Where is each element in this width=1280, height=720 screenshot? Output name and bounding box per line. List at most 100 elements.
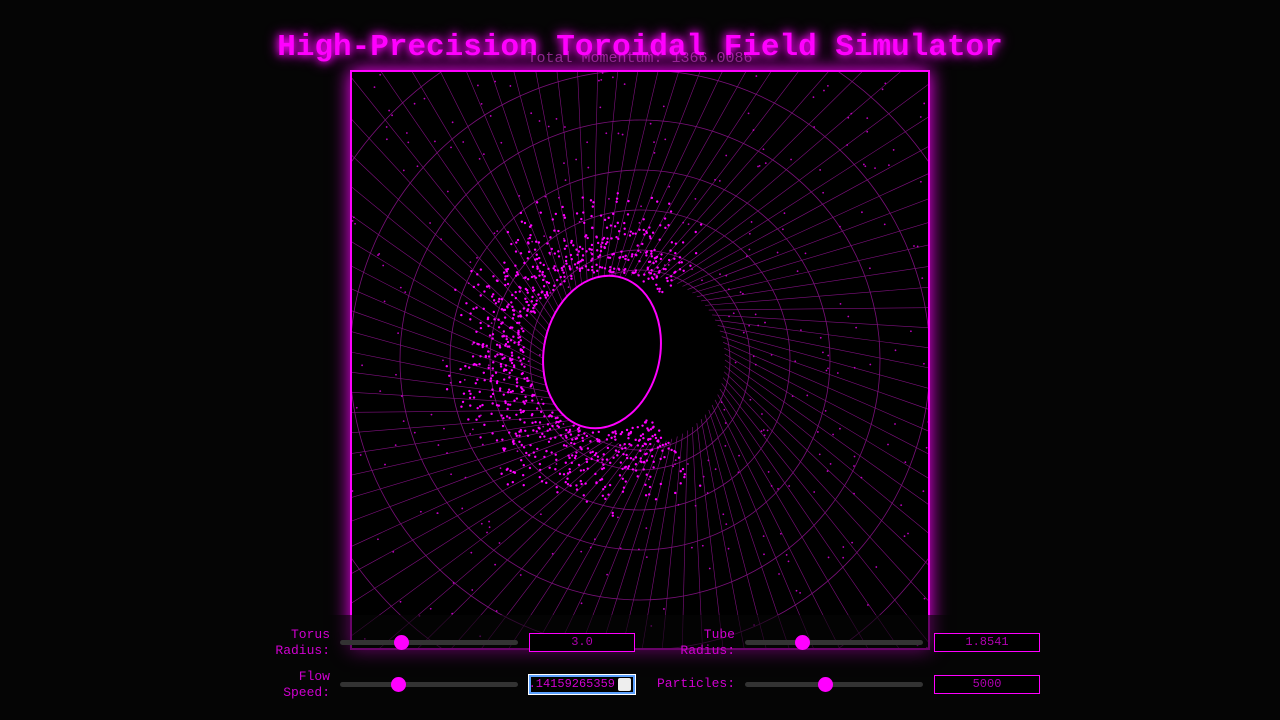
field-stroke (445, 365, 448, 368)
field-stroke (674, 459, 677, 462)
field-stroke (725, 154, 728, 157)
field-stroke (508, 416, 511, 420)
field-stroke (641, 424, 644, 427)
slider[interactable] (745, 635, 923, 650)
field-stroke (823, 89, 825, 92)
field-stroke (499, 362, 503, 366)
field-stroke (723, 342, 928, 432)
field-stroke (486, 316, 490, 319)
field-stroke (670, 279, 673, 282)
field-stroke (586, 467, 589, 470)
field-stroke (641, 242, 644, 246)
field-stroke (394, 444, 397, 447)
slider[interactable] (745, 677, 923, 692)
field-stroke (479, 436, 482, 439)
field-stroke (459, 367, 462, 371)
field-stroke (829, 463, 832, 465)
slider[interactable] (340, 635, 518, 650)
field-stroke (555, 117, 558, 120)
field-stroke (655, 283, 658, 287)
field-stroke (475, 306, 478, 309)
field-stroke (520, 387, 524, 390)
value-input[interactable]: 1.8541 (934, 633, 1040, 652)
field-stroke (479, 326, 483, 330)
field-stroke (611, 212, 615, 216)
slider-thumb[interactable] (818, 677, 833, 692)
field-stroke (679, 470, 682, 473)
field-stroke (516, 273, 520, 276)
field-stroke (725, 523, 728, 526)
field-stroke (694, 230, 697, 234)
field-stroke (514, 296, 518, 300)
field-stroke (717, 325, 928, 369)
field-stroke (618, 256, 621, 259)
field-stroke (577, 260, 580, 264)
field-stroke (623, 227, 626, 230)
value-input[interactable]: 3.14159265359 (528, 674, 636, 695)
field-stroke (674, 463, 676, 465)
slider[interactable] (340, 677, 518, 692)
field-stroke (575, 488, 579, 491)
field-stroke (497, 404, 501, 407)
field-stroke (508, 345, 511, 348)
field-stroke (604, 242, 608, 246)
field-stroke (583, 432, 586, 435)
control-panel: Torus Radius: 3.0 Tube Radius: 1.8541 Fl… (0, 615, 1280, 720)
field-stroke (525, 451, 528, 455)
field-stroke (478, 405, 482, 408)
slider-thumb[interactable] (391, 677, 406, 692)
field-stroke (643, 421, 647, 424)
spinner[interactable] (618, 678, 631, 691)
field-stroke (600, 78, 603, 81)
field-stroke (754, 313, 757, 316)
field-stroke (545, 449, 548, 453)
field-stroke (690, 546, 693, 549)
field-stroke (517, 331, 520, 335)
value-input[interactable]: 5000 (934, 675, 1040, 694)
slider-thumb[interactable] (795, 635, 810, 650)
field-stroke (546, 423, 550, 426)
field-stroke (430, 413, 433, 416)
field-stroke (460, 405, 463, 408)
field-stroke (826, 470, 829, 472)
slider-thumb[interactable] (394, 635, 409, 650)
field-stroke (883, 223, 886, 226)
field-stroke (910, 330, 912, 333)
field-stroke (595, 437, 599, 441)
field-stroke (522, 400, 525, 403)
field-stroke (666, 84, 928, 280)
field-stroke (549, 414, 552, 417)
field-stroke (489, 395, 493, 398)
field-stroke (563, 216, 567, 219)
field-stroke (553, 252, 557, 255)
field-stroke (492, 275, 495, 278)
field-stroke (745, 255, 748, 258)
field-stroke (535, 253, 538, 256)
field-stroke (623, 271, 626, 275)
field-stroke (531, 286, 535, 289)
field-stroke (552, 288, 555, 292)
field-stroke (661, 290, 664, 294)
field-stroke (498, 389, 502, 392)
field-stroke (506, 274, 509, 278)
field-stroke (596, 269, 599, 273)
field-stroke (568, 265, 571, 268)
field-stroke (470, 269, 473, 273)
field-stroke (651, 435, 654, 438)
field-stroke (739, 291, 742, 294)
field-stroke (627, 258, 630, 262)
field-stroke (492, 361, 495, 364)
field-stroke (503, 356, 506, 359)
field-stroke (644, 443, 647, 446)
field-stroke (552, 267, 555, 270)
field-stroke (516, 450, 519, 453)
value-input[interactable]: 3.0 (529, 633, 635, 652)
field-stroke (570, 441, 573, 445)
field-stroke (450, 146, 452, 149)
field-stroke (714, 178, 716, 181)
field-stroke (648, 235, 652, 238)
field-stroke (819, 336, 822, 339)
field-stroke (654, 260, 658, 263)
field-stroke (576, 253, 579, 256)
field-stroke (595, 235, 598, 238)
